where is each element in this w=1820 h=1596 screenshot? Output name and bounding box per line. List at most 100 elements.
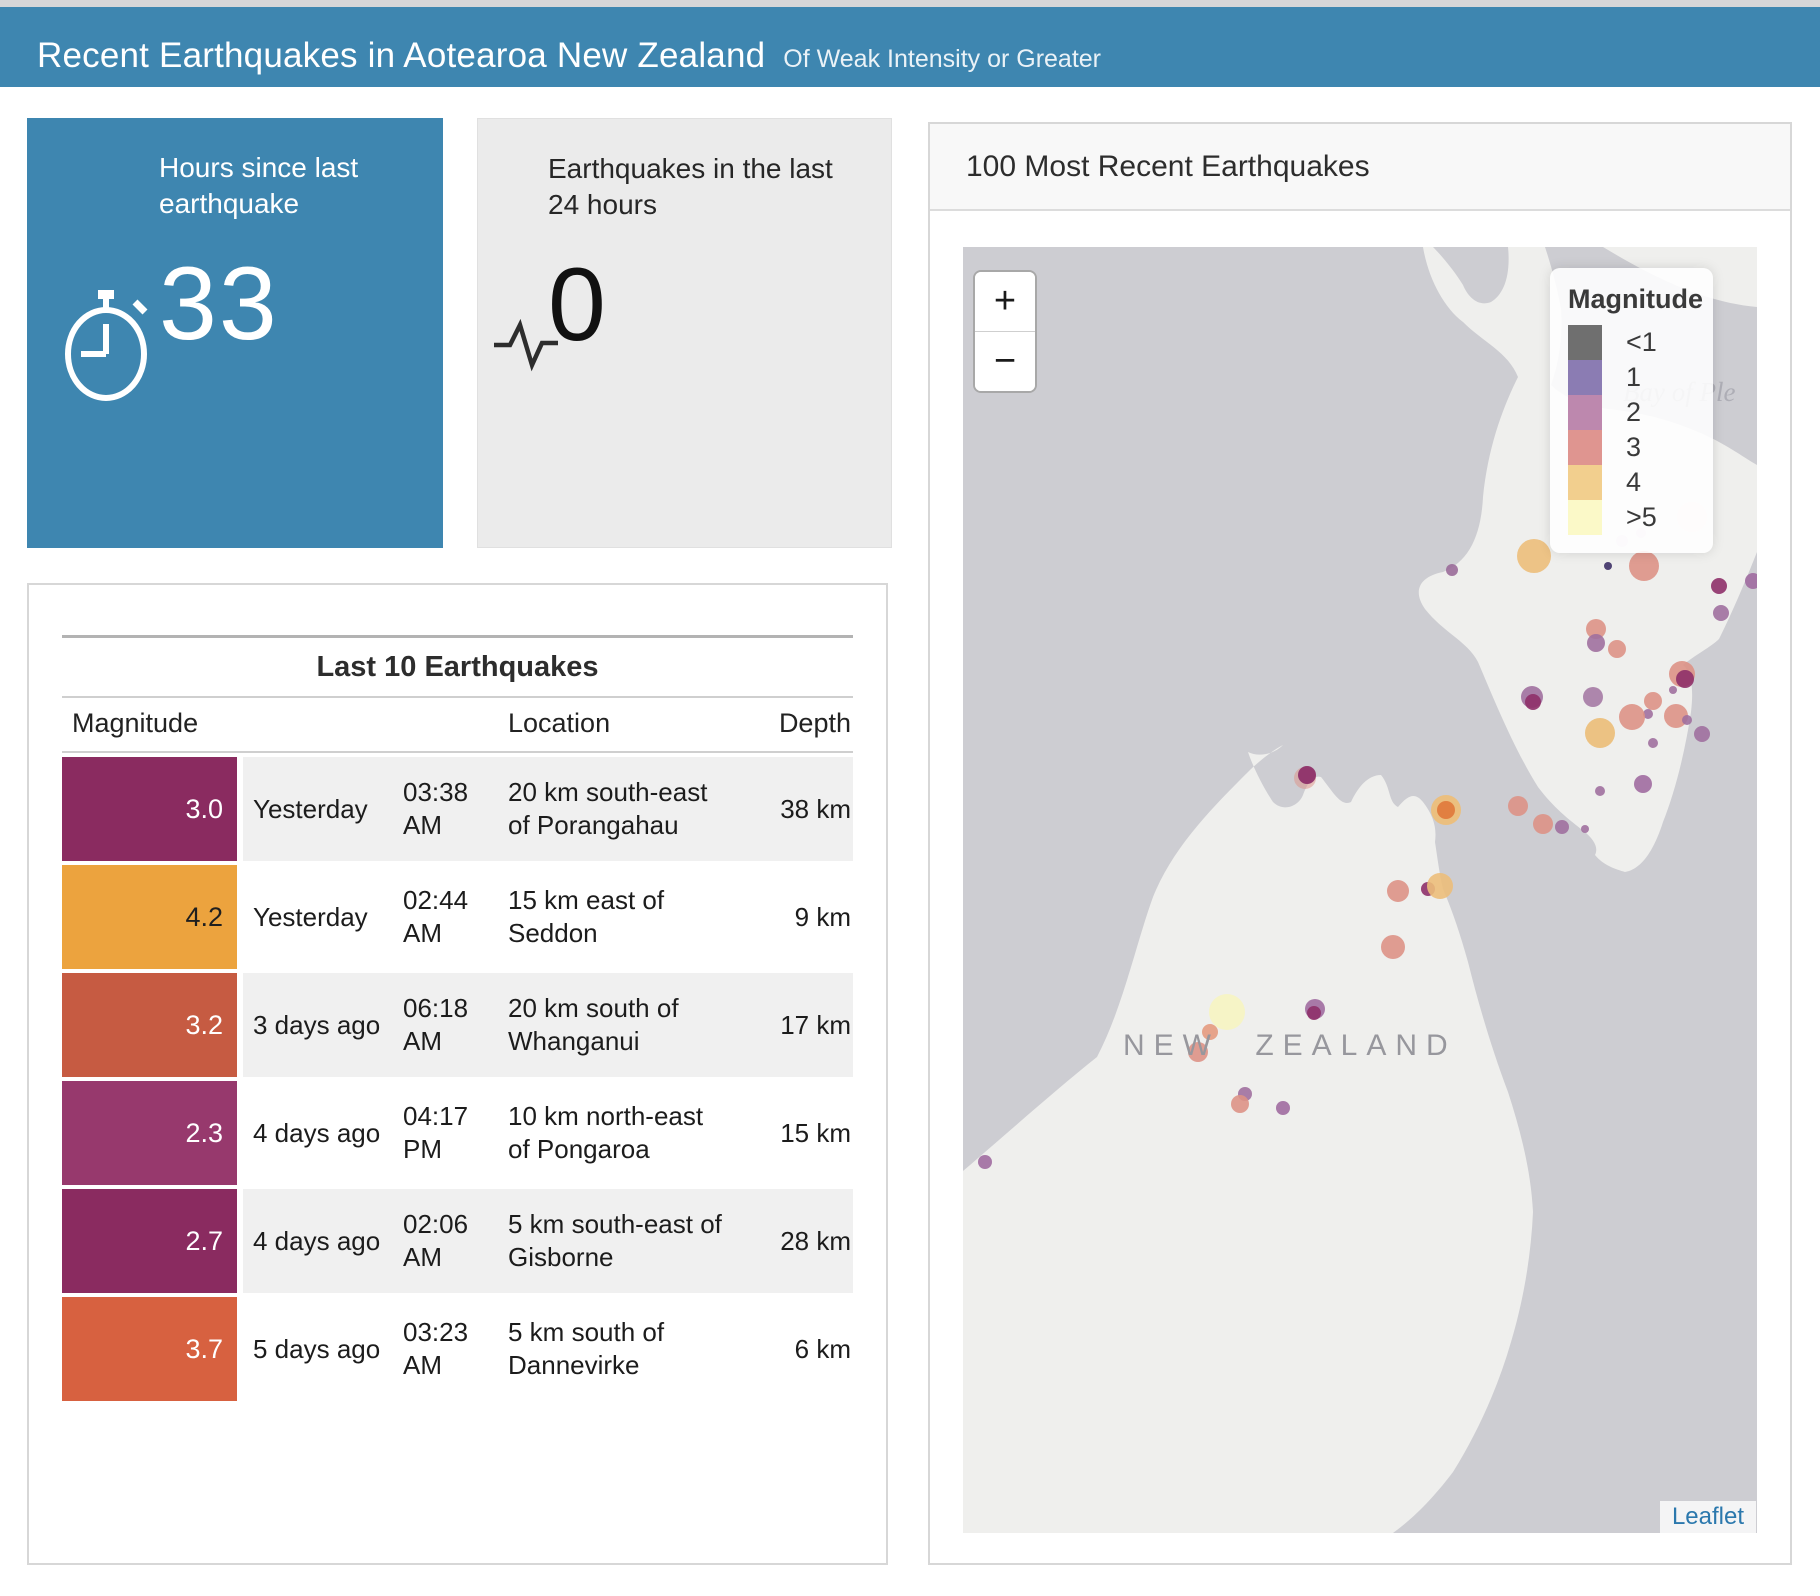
earthquake-dot[interactable] <box>1437 801 1455 819</box>
legend-item: 1 <box>1568 360 1697 395</box>
earthquake-dot[interactable] <box>1508 796 1528 816</box>
earthquake-dot[interactable] <box>1276 1101 1290 1115</box>
earthquake-dot[interactable] <box>1711 578 1727 594</box>
magnitude-cell: 3.0 <box>62 757 237 862</box>
time-cell: 02:06 AM <box>393 1189 498 1294</box>
table-header-rule <box>62 751 853 753</box>
page-top-strip <box>0 0 1820 7</box>
earthquake-dot[interactable] <box>1517 539 1551 573</box>
magnitude-cell: 2.7 <box>62 1189 237 1294</box>
magnitude-cell: 4.2 <box>62 865 237 970</box>
row-gap <box>237 865 243 970</box>
earthquake-dot[interactable] <box>1608 640 1626 658</box>
legend-rows: <1 1 2 3 4 >5 <box>1568 325 1697 535</box>
row-gap <box>237 1189 243 1294</box>
earthquake-dot[interactable] <box>978 1155 992 1169</box>
earthquake-dot[interactable] <box>1595 786 1605 796</box>
earthquake-dot[interactable] <box>1643 709 1653 719</box>
legend-swatch <box>1568 325 1602 360</box>
earthquake-dot[interactable] <box>1648 738 1658 748</box>
table-row: 2.7 4 days ago 02:06 AM 5 km south-east of … <box>62 1189 853 1294</box>
earthquake-dot[interactable] <box>1387 880 1409 902</box>
location-cell: 5 km south-east of Gisborne <box>498 1189 733 1294</box>
location-cell: 20 km south of Whanganui <box>498 973 733 1078</box>
table-title-rule <box>62 696 853 698</box>
earthquake-dot[interactable] <box>1231 1095 1249 1113</box>
earthquake-dot[interactable] <box>1587 634 1605 652</box>
row-gap <box>237 1081 243 1186</box>
earthquake-dot[interactable] <box>1583 687 1603 707</box>
earthquake-dot[interactable] <box>1581 825 1589 833</box>
map-panel: 100 Most Recent Earthquakes NEW ZEALAND … <box>928 122 1792 1565</box>
earthquake-dot[interactable] <box>1427 873 1453 899</box>
date-cell: 4 days ago <box>243 1189 393 1294</box>
table-row: 3.7 5 days ago 03:23 AM 5 km south of Danne… <box>62 1297 853 1402</box>
leaflet-map[interactable]: NEW ZEALAND Bay of Ple + − Magnitude <11… <box>963 247 1757 1533</box>
earthquake-dot[interactable] <box>1634 775 1652 793</box>
date-cell: 5 days ago <box>243 1297 393 1402</box>
depth-cell: 6 km <box>733 1297 853 1402</box>
earthquake-dot[interactable] <box>1644 692 1662 710</box>
earthquake-dot[interactable] <box>1669 686 1677 694</box>
earthquake-dot[interactable] <box>1209 994 1245 1030</box>
legend-swatch <box>1568 430 1602 465</box>
legend-label: <1 <box>1626 327 1657 357</box>
date-cell: 4 days ago <box>243 1081 393 1186</box>
table-top-rule <box>62 635 853 638</box>
page-subtitle: Of Weak Intensity or Greater <box>783 45 1102 73</box>
earthquake-dot[interactable] <box>1533 814 1553 834</box>
legend-item: 4 <box>1568 465 1697 500</box>
earthquake-dot[interactable] <box>1604 562 1612 570</box>
depth-cell: 9 km <box>733 865 853 970</box>
earthquake-dot[interactable] <box>1745 573 1757 589</box>
legend-label: 1 <box>1626 362 1642 392</box>
earthquake-dot[interactable] <box>1694 726 1710 742</box>
legend-label: >5 <box>1626 502 1657 532</box>
time-cell: 03:38 AM <box>393 757 498 862</box>
magnitude-cell: 2.3 <box>62 1081 237 1186</box>
map-zoom-control: + − <box>973 270 1037 393</box>
depth-cell: 28 km <box>733 1189 853 1294</box>
location-cell: 5 km south of Dannevirke <box>498 1297 733 1402</box>
page-title: Recent Earthquakes in Aotearoa New Zeala… <box>37 36 766 75</box>
earthquake-dot[interactable] <box>1629 551 1659 581</box>
earthquake-dot[interactable] <box>1525 694 1541 710</box>
leaflet-attribution-link[interactable]: Leaflet <box>1671 1503 1744 1530</box>
legend-swatch <box>1568 360 1602 395</box>
location-cell: 20 km south-east of Porangahau <box>498 757 733 862</box>
last24-value: 0 <box>548 246 608 363</box>
row-gap <box>237 973 243 1078</box>
zoom-in-button[interactable]: + <box>975 272 1035 332</box>
table-row: 3.2 3 days ago 06:18 AM 20 km south of Whan… <box>62 973 853 1078</box>
map-label-country: NEW ZEALAND <box>1123 1029 1457 1062</box>
earthquake-dot[interactable] <box>1381 935 1405 959</box>
earthquake-dot[interactable] <box>1202 1024 1218 1040</box>
earthquake-dot[interactable] <box>1307 1006 1321 1020</box>
earthquake-dot[interactable] <box>1619 704 1645 730</box>
table-row: 3.0 Yesterday 03:38 AM 20 km south-east of … <box>62 757 853 862</box>
earthquake-dot[interactable] <box>1298 766 1316 784</box>
legend-item: 3 <box>1568 430 1697 465</box>
magnitude-column-header: Magnitude <box>72 708 199 738</box>
pulse-icon <box>492 315 562 373</box>
earthquake-dot[interactable] <box>1713 605 1729 621</box>
legend-item: >5 <box>1568 500 1697 535</box>
last24-card: Earthquakes in the last 24 hours 0 <box>477 118 892 548</box>
earthquake-dot[interactable] <box>1188 1042 1208 1062</box>
location-column-header: Location <box>508 708 611 738</box>
zoom-out-button[interactable]: − <box>975 332 1035 391</box>
map-attribution: Leaflet <box>1659 1501 1756 1533</box>
depth-cell: 15 km <box>733 1081 853 1186</box>
earthquake-table-panel: Last 10 Earthquakes Magnitude Location D… <box>27 583 888 1565</box>
legend-swatch <box>1568 395 1602 430</box>
last24-label: Earthquakes in the last 24 hours <box>548 153 833 221</box>
earthquake-dot[interactable] <box>1585 718 1615 748</box>
table-title: Last 10 Earthquakes <box>316 651 599 683</box>
earthquake-dot[interactable] <box>1682 715 1692 725</box>
earthquake-dot[interactable] <box>1446 564 1458 576</box>
earthquake-dot[interactable] <box>1676 670 1694 688</box>
legend-item: 2 <box>1568 395 1697 430</box>
earthquake-dot[interactable] <box>1555 820 1569 834</box>
table-row: 2.3 4 days ago 04:17 PM 10 km north-east of… <box>62 1081 853 1186</box>
table-row: 4.2 Yesterday 02:44 AM 15 km east of Seddon… <box>62 865 853 970</box>
